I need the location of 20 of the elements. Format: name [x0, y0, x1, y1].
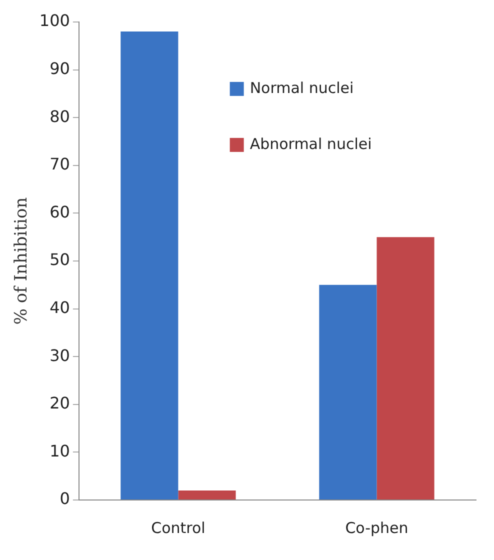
y-tick-label: 90 — [50, 58, 70, 78]
y-axis-title: % of Inhibition — [12, 197, 32, 325]
y-tick-label: 80 — [50, 106, 70, 126]
y-tick-label: 20 — [50, 394, 70, 413]
y-tick-label: 50 — [50, 250, 70, 270]
y-tick-label: 0 — [60, 489, 70, 508]
legend-label: Normal nuclei — [250, 78, 354, 97]
x-tick-label: Co-phen — [345, 518, 408, 537]
y-tick-label: 30 — [50, 346, 70, 365]
y-tick-label: 70 — [50, 154, 70, 174]
y-tick-label: 100 — [39, 11, 70, 30]
bar — [178, 490, 236, 500]
y-tick-label: 10 — [50, 441, 70, 460]
bar — [120, 32, 178, 500]
x-tick-label: Control — [151, 518, 206, 537]
bar — [319, 284, 377, 500]
y-tick-label: 40 — [50, 298, 70, 317]
bar — [376, 237, 434, 500]
legend-label: Abnormal nuclei — [250, 134, 372, 153]
y-tick-label: 60 — [50, 202, 70, 222]
